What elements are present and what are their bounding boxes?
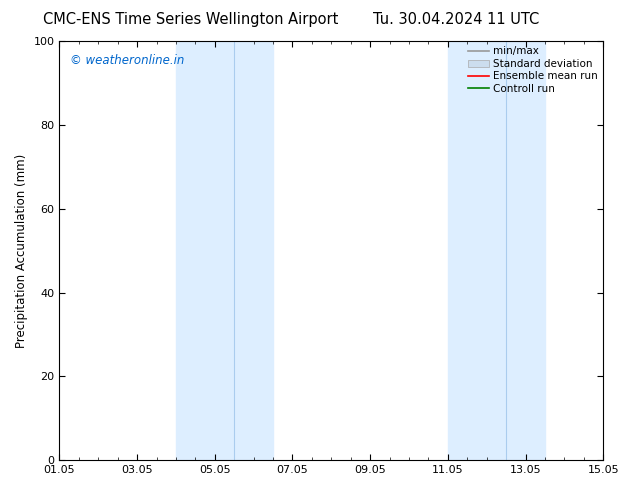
Text: Tu. 30.04.2024 11 UTC: Tu. 30.04.2024 11 UTC bbox=[373, 12, 540, 27]
Legend: min/max, Standard deviation, Ensemble mean run, Controll run: min/max, Standard deviation, Ensemble me… bbox=[466, 44, 600, 96]
Text: CMC-ENS Time Series Wellington Airport: CMC-ENS Time Series Wellington Airport bbox=[42, 12, 338, 27]
Bar bbox=[448, 41, 545, 460]
Y-axis label: Precipitation Accumulation (mm): Precipitation Accumulation (mm) bbox=[15, 153, 28, 348]
Text: © weatheronline.in: © weatheronline.in bbox=[70, 53, 184, 67]
Bar bbox=[176, 41, 273, 460]
